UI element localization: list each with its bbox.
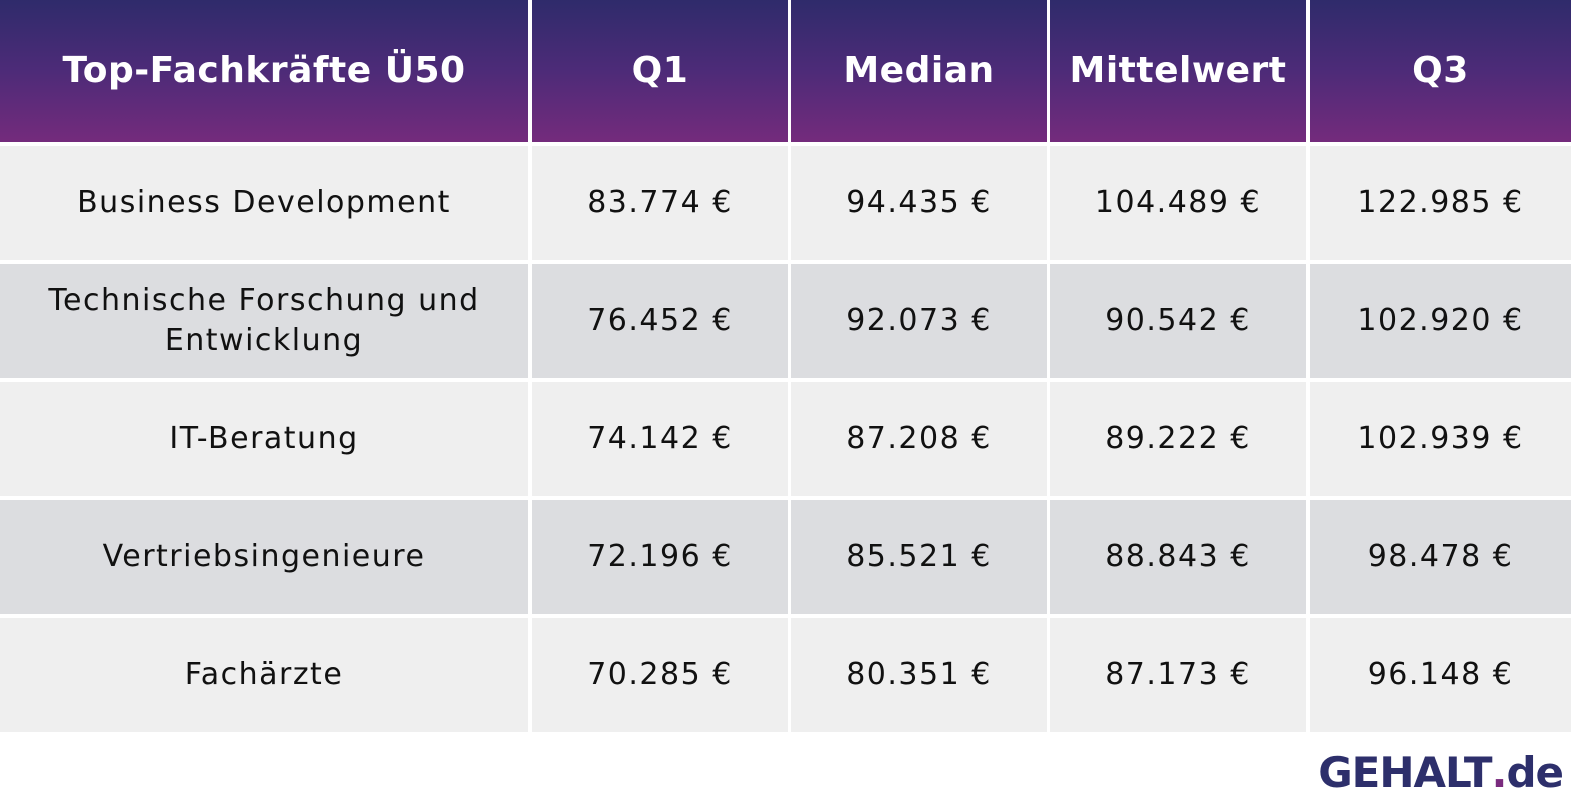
cell-r1-category: Business Development <box>0 146 528 260</box>
cell-r5-q1: 70.285 € <box>532 618 788 732</box>
header-median: Median <box>791 0 1047 142</box>
header-mittelwert: Mittelwert <box>1050 0 1306 142</box>
header-q1: Q1 <box>532 0 788 142</box>
logo-tld-text: de <box>1506 747 1564 797</box>
header-category: Top-Fachkräfte Ü50 <box>0 0 528 142</box>
logo-main-text: GEHALT <box>1318 747 1492 797</box>
cell-r5-category: Fachärzte <box>0 618 528 732</box>
cell-r3-q1: 74.142 € <box>532 382 788 496</box>
cell-r4-q3: 98.478 € <box>1310 500 1571 614</box>
cell-r4-median: 85.521 € <box>791 500 1047 614</box>
cell-r1-q3: 122.985 € <box>1310 146 1571 260</box>
cell-r4-mittelwert: 88.843 € <box>1050 500 1306 614</box>
cell-r3-q3: 102.939 € <box>1310 382 1571 496</box>
cell-r3-mittelwert: 89.222 € <box>1050 382 1306 496</box>
cell-r4-q1: 72.196 € <box>532 500 788 614</box>
logo-dot: . <box>1491 747 1507 797</box>
cell-r3-median: 87.208 € <box>791 382 1047 496</box>
cell-r3-category: IT-Beratung <box>0 382 528 496</box>
cell-r2-mittelwert: 90.542 € <box>1050 264 1306 378</box>
cell-r2-category: Technische Forschung und Entwicklung <box>0 264 528 378</box>
cell-r1-q1: 83.774 € <box>532 146 788 260</box>
cell-r4-category: Vertriebsingenieure <box>0 500 528 614</box>
gehalt-logo: GEHALT. de <box>1318 747 1564 797</box>
cell-r2-median: 92.073 € <box>791 264 1047 378</box>
cell-r5-mittelwert: 87.173 € <box>1050 618 1306 732</box>
cell-r1-mittelwert: 104.489 € <box>1050 146 1306 260</box>
cell-r5-q3: 96.148 € <box>1310 618 1571 732</box>
cell-r2-q1: 76.452 € <box>532 264 788 378</box>
cell-r1-median: 94.435 € <box>791 146 1047 260</box>
header-q3: Q3 <box>1310 0 1571 142</box>
cell-r5-median: 80.351 € <box>791 618 1047 732</box>
cell-r2-q3: 102.920 € <box>1310 264 1571 378</box>
salary-table: Top-Fachkräfte Ü50 Q1 Median Mittelwert Q3 Bu… <box>0 0 1571 732</box>
